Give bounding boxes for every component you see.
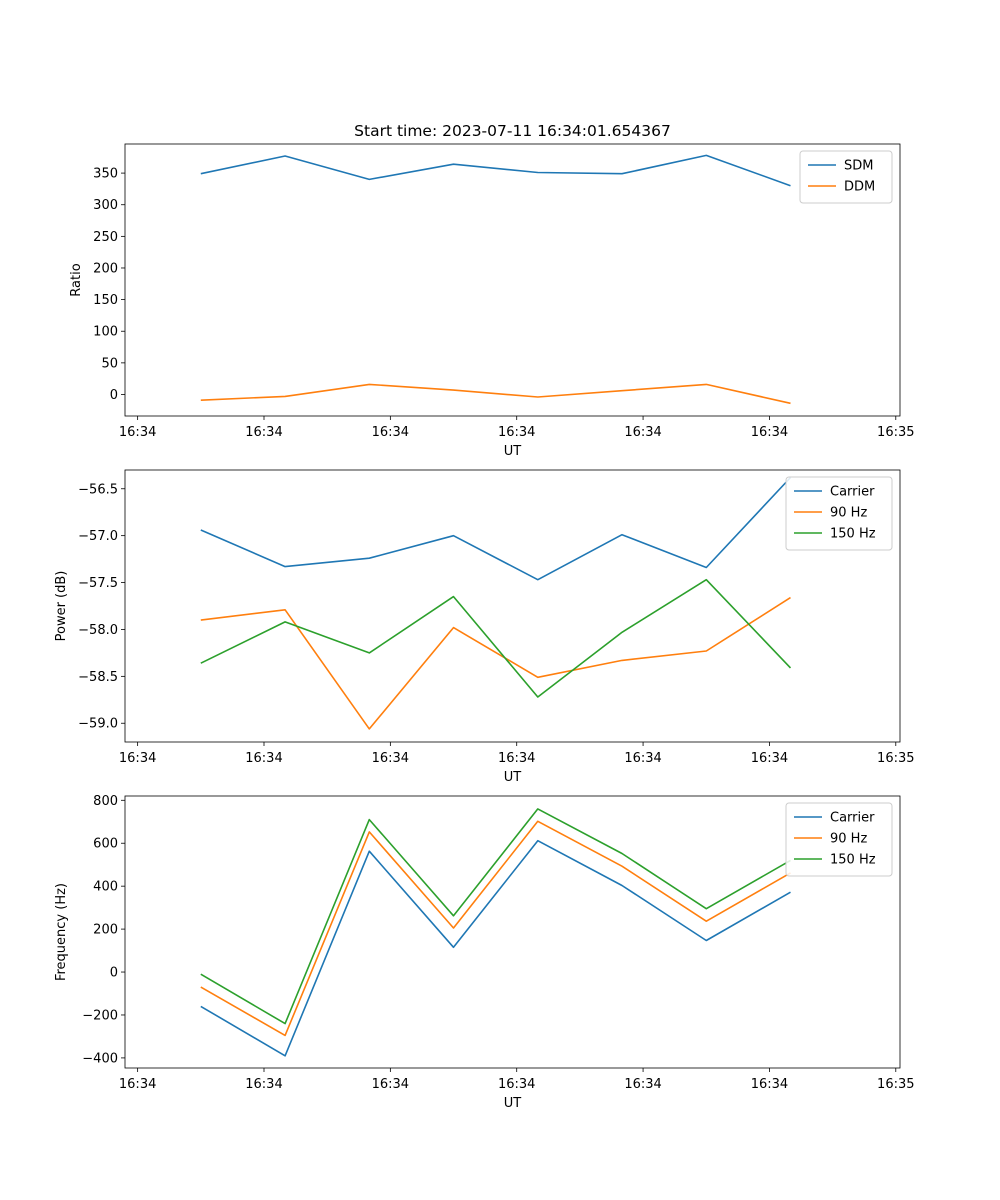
x-tick-label: 16:34 bbox=[372, 751, 409, 766]
x-tick-label: 16:34 bbox=[498, 425, 535, 440]
x-tick-label: 16:34 bbox=[624, 751, 661, 766]
x-tick-label: 16:34 bbox=[372, 425, 409, 440]
x-tick-label: 16:34 bbox=[498, 751, 535, 766]
series-line-150-hz bbox=[200, 578, 792, 698]
y-tick-label: −59.0 bbox=[78, 717, 118, 732]
y-tick-label: 800 bbox=[93, 794, 118, 809]
legend-label: Carrier bbox=[830, 485, 875, 500]
legend: Carrier 90 Hz 150 Hz bbox=[785, 476, 893, 551]
x-tick-label: 16:34 bbox=[624, 425, 661, 440]
y-tick-label: 300 bbox=[93, 198, 118, 213]
legend-label: DDM bbox=[844, 180, 875, 195]
x-tick-label: 16:34 bbox=[498, 1077, 535, 1092]
y-tick-label: −200 bbox=[82, 1008, 118, 1023]
x-tick-label: 16:34 bbox=[245, 751, 282, 766]
y-tick-label: 600 bbox=[93, 837, 118, 852]
series-line-150-hz bbox=[200, 808, 791, 1025]
legend-label: 150 Hz bbox=[830, 853, 876, 868]
y-tick-label: 50 bbox=[101, 356, 118, 371]
y-tick-label: 0 bbox=[110, 966, 118, 981]
y-tick-label: 200 bbox=[93, 261, 118, 276]
x-axis-label: UT bbox=[504, 444, 522, 459]
series-line-ddm bbox=[200, 383, 791, 405]
y-tick-label: −57.0 bbox=[78, 529, 118, 544]
x-tick-label: 16:34 bbox=[751, 425, 788, 440]
axes-frame bbox=[124, 143, 901, 417]
legend-label: 90 Hz bbox=[830, 832, 867, 847]
series-line-90-hz bbox=[200, 596, 791, 730]
y-axis-label: Ratio bbox=[69, 263, 84, 296]
y-tick-label: −400 bbox=[82, 1051, 118, 1066]
subplot-1: 0 50 100 150 200 250 300 350 16:34 16:34 16:34 16:3… bbox=[69, 122, 915, 459]
y-tick-label: 0 bbox=[110, 388, 118, 403]
x-tick-label: 16:34 bbox=[751, 1077, 788, 1092]
y-tick-label: 350 bbox=[93, 167, 118, 182]
x-tick-label: 16:34 bbox=[372, 1077, 409, 1092]
series-line-90-hz bbox=[200, 820, 791, 1037]
x-tick-label: 16:34 bbox=[624, 1077, 661, 1092]
x-axis-label: UT bbox=[504, 1096, 522, 1111]
x-tick-label: 16:34 bbox=[119, 425, 156, 440]
y-axis-label: Power (dB) bbox=[54, 571, 69, 642]
legend-label: 90 Hz bbox=[830, 506, 867, 521]
y-tick-label: 100 bbox=[93, 325, 118, 340]
x-tick-label: 16:34 bbox=[245, 1077, 282, 1092]
x-tick-label: 16:35 bbox=[877, 1077, 914, 1092]
subplot-2: −59.0 −58.5 −58.0 −57.5 −57.0 −56.5 16:34 16:34… bbox=[54, 469, 915, 785]
x-tick-label: 16:34 bbox=[751, 751, 788, 766]
legend: SDM DDM bbox=[799, 150, 893, 204]
x-axis-label: UT bbox=[504, 770, 522, 785]
legend-box bbox=[799, 150, 893, 204]
legend-label: 150 Hz bbox=[830, 527, 876, 542]
y-tick-label: −58.5 bbox=[78, 670, 118, 685]
y-tick-label: 250 bbox=[93, 230, 118, 245]
legend-box bbox=[785, 476, 893, 551]
y-axis-label: Frequency (Hz) bbox=[54, 883, 69, 981]
x-tick-label: 16:35 bbox=[877, 751, 914, 766]
y-tick-label: −58.0 bbox=[78, 623, 118, 638]
axes-frame bbox=[124, 469, 901, 743]
x-tick-label: 16:34 bbox=[119, 751, 156, 766]
legend: Carrier 90 Hz 150 Hz bbox=[785, 802, 893, 877]
axes-frame bbox=[124, 795, 901, 1069]
legend-label: SDM bbox=[844, 159, 873, 174]
y-tick-label: 150 bbox=[93, 293, 118, 308]
y-tick-label: −56.5 bbox=[78, 482, 118, 497]
subplot-3: −400 −200 0 200 400 600 800 16:34 16:34 16:34 16:3… bbox=[54, 794, 915, 1111]
y-tick-label: −57.5 bbox=[78, 576, 118, 591]
series-line-carrier bbox=[200, 476, 792, 581]
y-tick-label: 200 bbox=[93, 923, 118, 938]
chart-title: Start time: 2023-07-11 16:34:01.654367 bbox=[354, 122, 671, 140]
series-line-carrier bbox=[200, 839, 791, 1057]
legend-box bbox=[785, 802, 893, 877]
x-tick-label: 16:34 bbox=[245, 425, 282, 440]
legend-label: Carrier bbox=[830, 811, 875, 826]
series-line-sdm bbox=[200, 154, 791, 187]
y-tick-label: 400 bbox=[93, 880, 118, 895]
x-tick-label: 16:35 bbox=[877, 425, 914, 440]
x-tick-label: 16:34 bbox=[119, 1077, 156, 1092]
